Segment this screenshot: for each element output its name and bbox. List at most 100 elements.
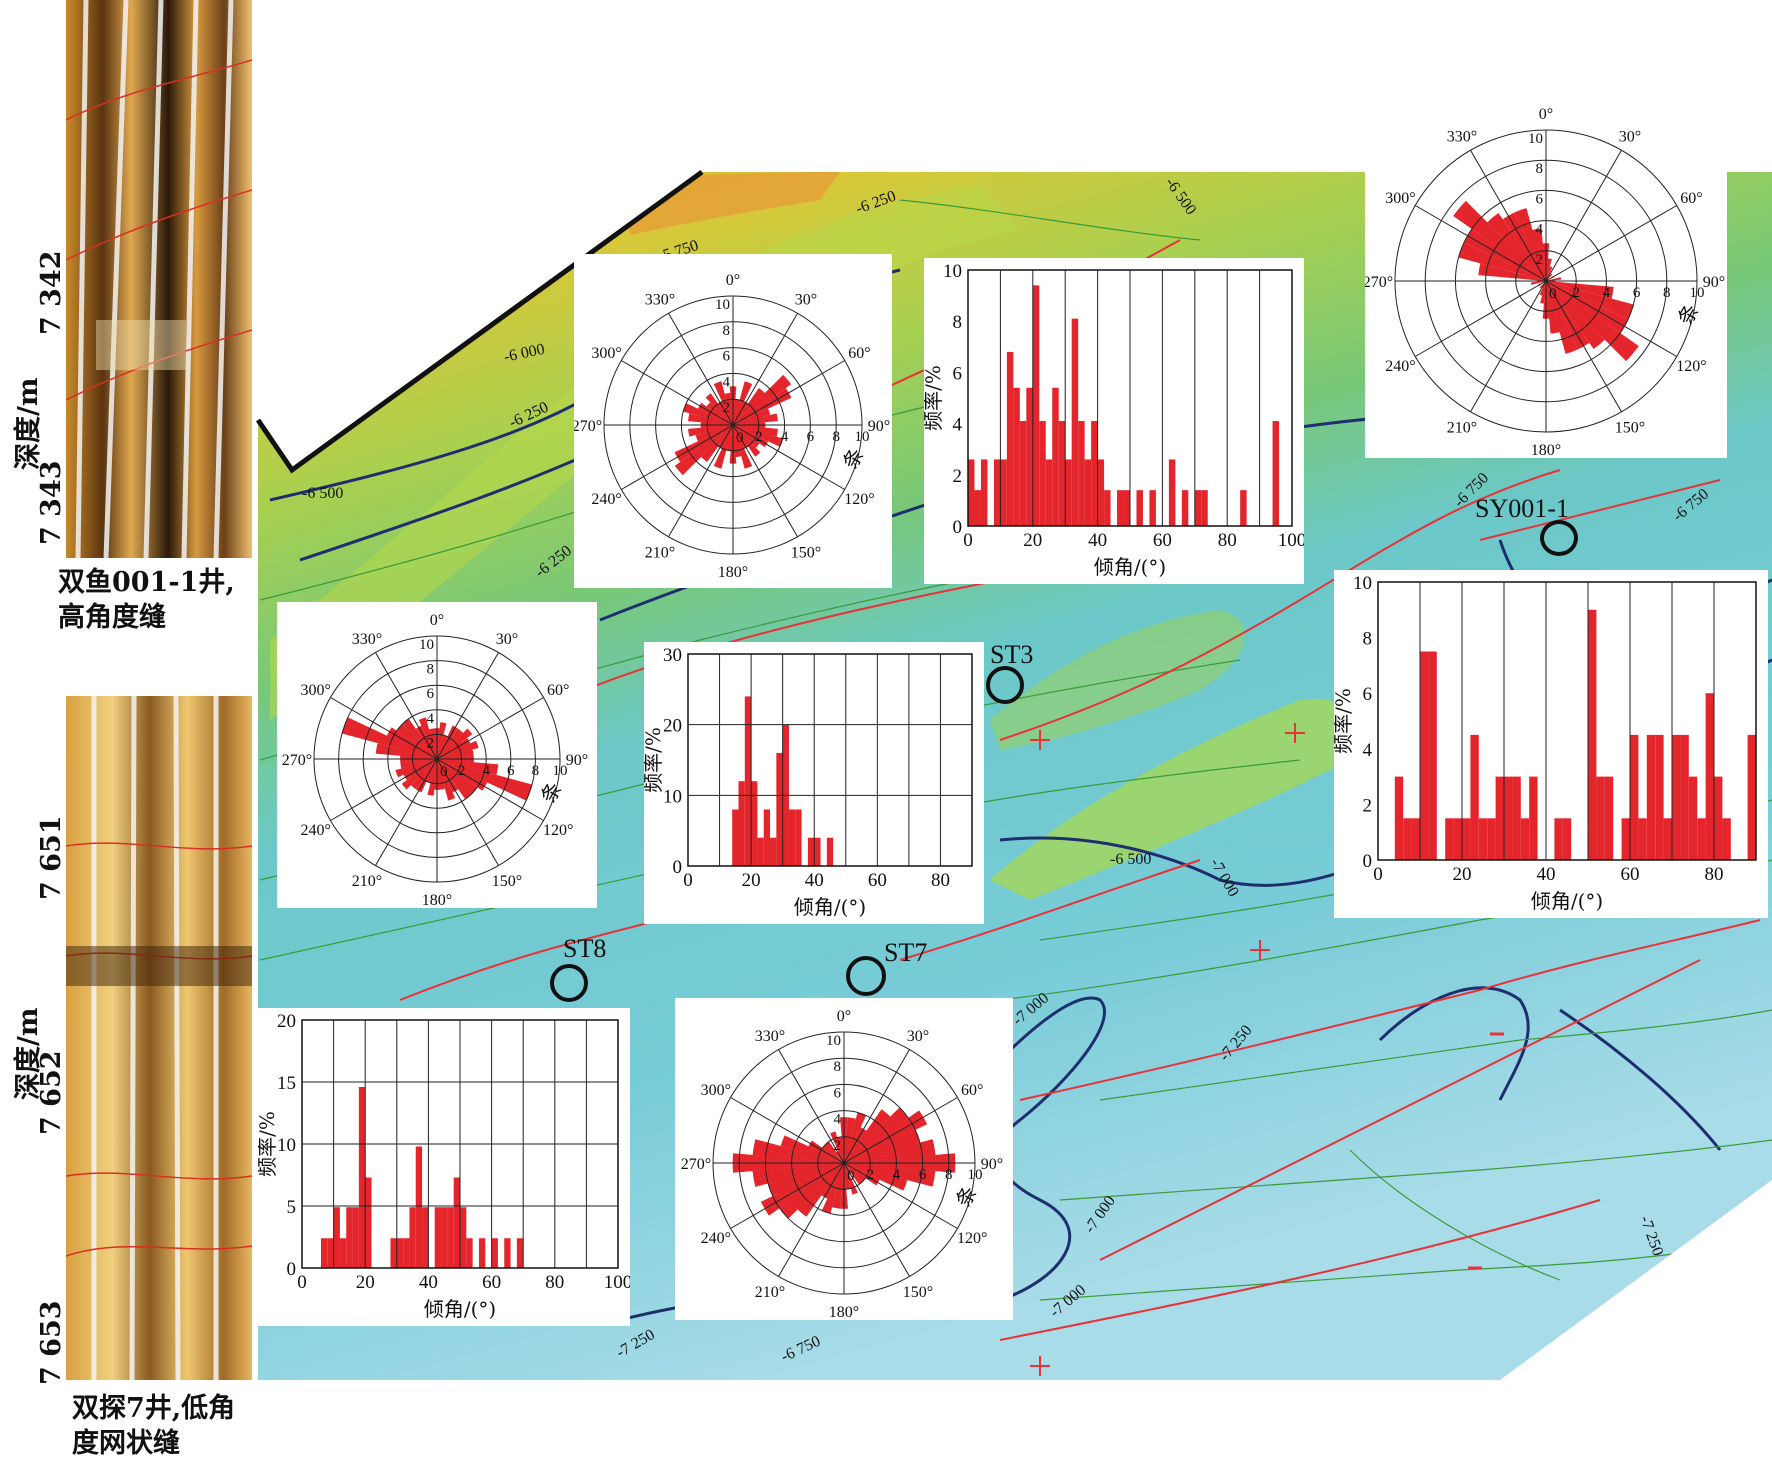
histogram-bar (1201, 490, 1208, 526)
rose-sector (726, 399, 733, 425)
rose-angle-label: 30° (496, 631, 518, 648)
histogram-bar (358, 1086, 366, 1268)
x-axis-label: 倾角/(°) (1531, 889, 1603, 913)
y-tick-label: 10 (277, 1135, 296, 1156)
y-tick-label: 2 (953, 466, 963, 487)
rose-radial-tick: 6 (1536, 191, 1544, 207)
rose-angle-label: 330° (755, 1028, 785, 1045)
fault-line (1019, 919, 1761, 1101)
plot-frame (301, 1019, 619, 1269)
rose-sector (426, 759, 437, 783)
x-tick-label: 20 (742, 870, 761, 891)
histogram-bar (1520, 818, 1530, 860)
rose-radial-tick: 10 (855, 429, 870, 445)
y-axis-label: 频率/% (1334, 688, 1355, 754)
rose-spoke (1470, 149, 1547, 282)
rose-radial-label: 条 (536, 778, 567, 807)
rose-sector (683, 403, 733, 425)
rose-sector (844, 1137, 856, 1163)
rose-sector (837, 1163, 844, 1190)
rose-radial-tick: 8 (945, 1167, 953, 1183)
rose-spoke (843, 1162, 910, 1277)
rose-spoke (1470, 280, 1547, 413)
histogram-svg: 0 20 40 60 80 100 0 5 10 15 20 倾角/(°) 频率/% (258, 1011, 630, 1321)
rose-angle-label: 210° (352, 873, 382, 890)
rose-angle-label: 300° (701, 1082, 731, 1099)
histogram-bar (968, 459, 975, 526)
rose-sector (726, 425, 733, 451)
rose-angle-label: 150° (492, 873, 522, 890)
histogram-bar (1462, 818, 1471, 860)
histogram-bar (776, 752, 783, 866)
histogram-bar (1136, 490, 1143, 526)
depth-tick: 7 342 (36, 250, 67, 335)
histogram-bar (516, 1238, 524, 1268)
plus-marker (1030, 730, 1050, 750)
rose-spoke (730, 1162, 845, 1229)
plot-frame (687, 653, 973, 867)
rose-angle-label: 120° (543, 822, 573, 839)
rose-radial-label: 条 (1673, 300, 1704, 329)
rose-angle-label: 300° (301, 682, 331, 699)
histogram-bar (744, 696, 752, 866)
rose-svg: 0° 30° 60° 90° 120° 150° 180° 210° 240° 270° 300° 3… (681, 1008, 1003, 1320)
rose-angle-label: 0° (430, 612, 444, 629)
rose-angle-label: 180° (422, 892, 452, 908)
well-marker-st7 (846, 956, 886, 996)
y-tick-label: 0 (673, 857, 683, 878)
log-caption: 双探7井,低角 (72, 1393, 236, 1424)
rose-angle-label: 180° (718, 564, 748, 581)
rose-spoke (778, 1049, 845, 1164)
rose-angle-label: 30° (795, 292, 817, 309)
histogram-bar (1091, 421, 1098, 526)
rose-sector (383, 735, 437, 759)
rose-sector (437, 728, 464, 759)
histogram-bar (1655, 734, 1664, 860)
x-tick-label: 40 (1537, 864, 1556, 885)
histogram-bar (1123, 490, 1130, 526)
rose-sector (1546, 281, 1562, 285)
histogram-bar (1104, 490, 1111, 526)
contour-label: -6 500 (1110, 851, 1151, 868)
rose-sector (1546, 281, 1589, 331)
rose-sector (401, 759, 437, 790)
y-tick-label: 10 (663, 786, 682, 807)
histogram-bar (1478, 818, 1488, 860)
histogram-bar (1403, 818, 1412, 860)
rose-radial-tick: 8 (427, 662, 435, 678)
rose-angle-label: 240° (591, 491, 621, 508)
rose-sector (705, 393, 733, 425)
rose-sector (733, 425, 753, 469)
histogram-bar (1621, 818, 1630, 860)
rose-sector (437, 759, 499, 775)
histogram-bar (466, 1238, 473, 1268)
rose-radial-tick: 6 (1633, 285, 1641, 301)
well-label-st8: ST8 (563, 934, 607, 963)
rose-angle-label: 120° (957, 1230, 987, 1247)
histogram-bar (814, 837, 821, 866)
rose-radial-tick: 6 (807, 429, 815, 445)
log-caption: 双鱼001-1井, (58, 567, 235, 598)
x-tick-label: 0 (297, 1272, 307, 1293)
histogram-bar (732, 809, 739, 866)
rose-spoke (1414, 205, 1547, 282)
rose-sector (1478, 263, 1546, 281)
rose-spoke (436, 758, 544, 821)
contour-line (1039, 1249, 1701, 1301)
histogram-svg: 0 20 40 60 80 0 2 4 6 8 10 倾角/(°) 频率/% (1334, 573, 1757, 913)
rose-sector (1546, 281, 1560, 334)
rose-angle-label: 90° (981, 1156, 1003, 1173)
rose-radial-label: 条 (951, 1182, 982, 1211)
rose-sector (713, 425, 733, 469)
histogram-bar (1097, 459, 1105, 526)
rose-radial-label: 条 (838, 444, 869, 473)
rose-sector (1546, 281, 1629, 333)
histogram-svg: 0 20 40 60 80 100 0 2 4 6 8 10 倾角/(°) 频率/% (924, 261, 1304, 579)
rose-spoke (621, 360, 734, 426)
rose-svg: 0° 30° 60° 90° 120° 150° 180° 210° 240° 270° 300° 3… (1365, 106, 1725, 458)
rose-angle-label: 300° (1385, 190, 1415, 207)
rose-sector (437, 759, 472, 800)
rose-diagram-sy001-1: 0° 30° 60° 90° 120° 150° 180° 210° 240° 270° 300° 3… (1365, 96, 1727, 458)
depth-tick: 7 651 (36, 815, 67, 900)
rose-radial-tick: 10 (1690, 285, 1705, 301)
